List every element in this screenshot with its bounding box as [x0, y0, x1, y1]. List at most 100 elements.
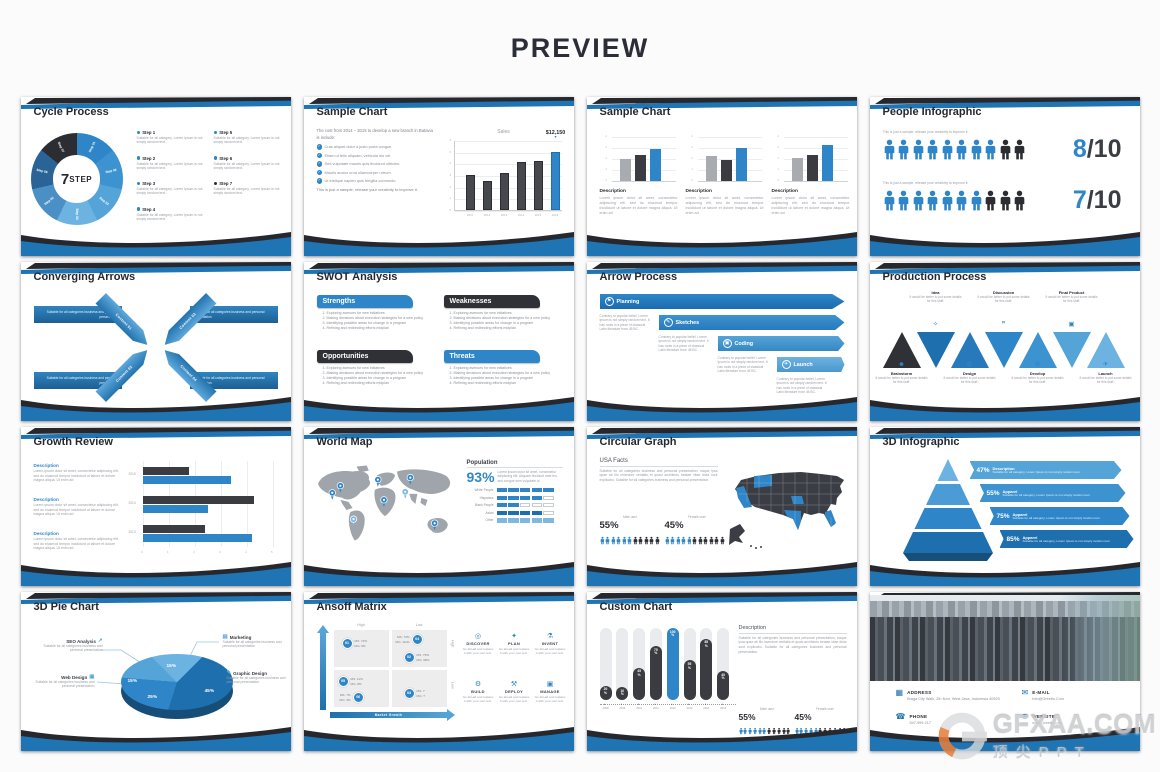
action-manage: ▣ MANAGE Go ahead and replace it with your… — [534, 680, 567, 703]
y-tick-label: 1 — [449, 197, 452, 201]
matrix-point: 03 MS: ? MG: ? — [403, 688, 425, 699]
chart-title: Sales — [497, 129, 510, 135]
action-deploy: ⚒ DEPLOY Go ahead and replace it with your… — [498, 680, 531, 703]
female-label: Female user — [815, 706, 834, 711]
swot-item: Refining and redirecting efforts midplan — [327, 381, 435, 386]
y-tick-label: 4 — [605, 135, 607, 139]
bar-segment — [519, 488, 531, 493]
axis-marker: ♦ — [620, 702, 623, 706]
ring-step-label: Step 04 — [74, 208, 79, 220]
bar-segment — [531, 510, 543, 515]
step-header: Step 5 — [213, 130, 281, 135]
slide-bottom-decoration — [869, 232, 1140, 256]
swot-item: Making decisions about execution strateg… — [454, 371, 562, 376]
bar-value: 40 — [721, 672, 725, 677]
horizontal-axis-arrow: Market Growth — [329, 709, 455, 721]
gridline — [454, 211, 562, 212]
bullet-item: ✓ Mauris auctor urna ullamcorper rutrum. — [316, 169, 435, 175]
bullet-text: Cras aliquet dolor a justo porta congue. — [324, 144, 393, 150]
step-description: It would be better to put some details f… — [943, 376, 996, 385]
slide-sample-chart-triple: Sample Chart 0 1 2 3 4 Description Lorem ips… — [586, 97, 857, 256]
bullet-item: ✓ Ut tristique sapien quis fringilla comm… — [316, 178, 435, 184]
step-label: Step 2 — [142, 155, 156, 161]
slide-3d-pie-chart: 3D Pie Chart 15% 45% 25% 15% SEO Analysis ↗ … — [20, 592, 291, 751]
person-icon — [897, 136, 910, 163]
person-icon — [970, 136, 983, 163]
description-text: Lorem ipsum dolor sit amet, consectetur … — [771, 196, 850, 215]
person-icon — [999, 187, 1012, 214]
pictogram-caption: This is just a sample, release your crea… — [882, 181, 969, 185]
population-row-label: Asian — [485, 510, 494, 515]
action-label: BUILD — [471, 689, 485, 694]
person-icon — [692, 535, 697, 546]
action-label: PLAN — [507, 641, 521, 646]
bar-segment — [543, 495, 554, 500]
swot-item: Identifying possible areas for change in… — [327, 376, 435, 381]
bar-segment — [543, 510, 554, 515]
x-tick-label: 2013 — [686, 707, 693, 710]
slide-bottom-decoration — [869, 562, 1140, 586]
description-block: Description Lorem ipsum dolor sit amet, c… — [34, 463, 122, 483]
step-description: It would be better to put some details f… — [875, 376, 928, 385]
x-tick-label: 2012 — [483, 213, 491, 217]
slide-bottom-decoration — [586, 562, 857, 586]
action-label: DISCOVER — [466, 641, 490, 646]
person-icon — [670, 535, 675, 546]
description-text: Lorem ipsum dolor sit amet, consectetur … — [33, 469, 119, 483]
female-percentage: 45% — [794, 711, 812, 722]
production-step-idea: Idea It would be better to put some detai… — [908, 290, 964, 303]
person-icon — [709, 535, 714, 546]
population-row-label: Black People — [474, 503, 494, 508]
y-tick-label: 4 — [777, 135, 779, 139]
person-icon — [926, 187, 939, 214]
bar-segment — [519, 518, 531, 523]
callout-label: Web Design — [61, 674, 88, 680]
level-description: Suitable for all category, Lorem Ipsum i… — [1002, 492, 1091, 497]
step-label: Step 6 — [219, 155, 233, 161]
population-row-label: Hispanics — [479, 495, 494, 500]
slide-arrow-process: Arrow Process ⚑ Planning ✎ Sketches ▣ Codin… — [586, 262, 857, 421]
bar-segment — [496, 510, 507, 515]
quadrant-label: Threats — [449, 353, 475, 360]
person-icon — [897, 187, 910, 214]
action-build: ⚙ BUILD Go ahead and replace it with your … — [462, 680, 495, 703]
point-ms: MS: 7% — [339, 693, 351, 698]
bar-segment — [519, 495, 531, 500]
gridline — [454, 141, 562, 142]
check-icon: ✓ — [316, 178, 322, 184]
horizontal-axis-label: Market Growth — [374, 713, 403, 717]
action-description: Go ahead and replace it with your own te… — [534, 695, 566, 704]
slide-top-decoration — [869, 427, 1140, 439]
action-discover: ◎ DISCOVER Go ahead and replace it with yo… — [462, 632, 495, 655]
head-icon: ☻ — [898, 361, 905, 368]
tools-icon: ⚒ — [510, 681, 518, 688]
step-bullet — [136, 156, 140, 160]
slide-bottom-decoration — [303, 727, 574, 751]
level-percentage: 47% — [976, 466, 990, 474]
plane-icon: ✈ — [1102, 361, 1109, 368]
slide-top-decoration — [20, 262, 291, 274]
slide-title: 3D Infographic — [882, 436, 960, 448]
action-label: INVENT — [541, 641, 559, 646]
slide-swot-analysis: SWOT Analysis Strengths Exploring avenue… — [303, 262, 574, 421]
level-description: Suitable for all category, Lorem Ipsum i… — [1012, 515, 1101, 520]
population-panel: Population 93% Lorem ipsum dolor sit ame… — [466, 460, 563, 526]
person-icon — [687, 535, 692, 546]
point-ms: MS: 11% — [350, 677, 363, 682]
cycle-step: Step 7 Suitable for all category, Lorem I… — [213, 181, 281, 207]
contact-label: E-MAIL — [1032, 690, 1050, 695]
slide-converging-arrows: Converging Arrows Suitable for all categ… — [20, 262, 291, 421]
swot-quadrant-opportunities: Opportunities Exploring avenues for new … — [316, 350, 435, 386]
year-label: 2014 — [128, 501, 136, 505]
sales-intro: The cost from 2014 – 2015 to develop a n… — [316, 128, 433, 140]
cycle-step: Step 5 Suitable for all category, Lorem I… — [213, 130, 281, 156]
x-tick-label: 2013 — [500, 213, 508, 217]
y-tick-label: 1 — [777, 168, 779, 172]
process-step-description: Contrary to popular belief, Lorem Ipsum … — [776, 377, 827, 394]
building-icon: ▦ — [895, 688, 904, 697]
gear-icon: ⚙ — [1034, 361, 1041, 368]
bar-segment — [531, 503, 543, 508]
female-stat: 45% Female user — [795, 707, 847, 737]
callout-label: SEO Analysis — [66, 638, 96, 644]
process-step-label: Sketches — [675, 319, 700, 326]
